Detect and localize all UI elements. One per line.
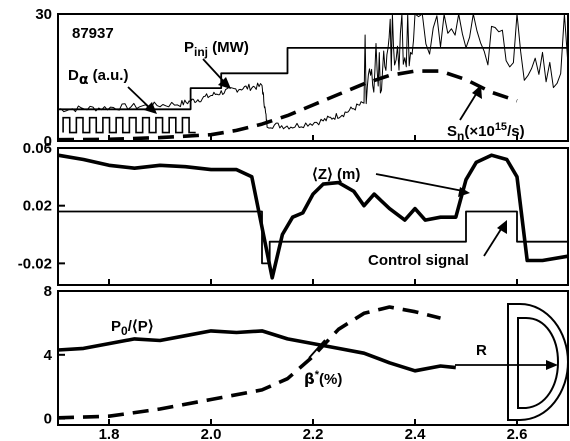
z-annotation: ⟨Z⟩ (m) <box>312 166 360 183</box>
bottom-series-- <box>57 305 441 420</box>
plasma-inner-boundary <box>517 317 560 409</box>
x-tick-label: 2.6 <box>507 426 528 441</box>
middle-series--z-m- <box>57 153 569 280</box>
r-arrow-head <box>546 360 558 370</box>
top-series-pinj-mw- <box>58 47 568 111</box>
bottom-panel <box>57 305 456 420</box>
bottom-series-p0-p- <box>57 329 456 373</box>
r-annotation: R <box>476 342 487 359</box>
control-arrow-head <box>497 220 507 234</box>
top-panel <box>57 13 569 142</box>
sn-arrow-head <box>472 85 482 99</box>
dalpha-annotation: Dα (a.u.) <box>68 67 128 88</box>
bottom-panel-frame <box>57 290 569 426</box>
z-arrow-head <box>458 187 470 197</box>
middle-panel <box>57 153 569 280</box>
dalpha-arrow-head <box>144 102 157 114</box>
top-series-control-waveform <box>62 116 196 134</box>
x-tick-label: 2.0 <box>201 426 222 441</box>
shot-number-label: 87937 <box>72 25 114 42</box>
x-tick-label: 2.4 <box>405 426 427 441</box>
beta-arrow-line <box>308 339 326 359</box>
beta-annotation: β*(%) <box>304 369 342 388</box>
middle-y-tick-label: 0.06 <box>23 140 52 157</box>
top-series-sn-1015-s- <box>57 69 518 142</box>
plasma-outer-boundary <box>507 303 570 421</box>
top-y-tick-label: 0 <box>44 133 52 150</box>
pinj-arrow-line <box>202 58 227 85</box>
top-y-tick-label: 30 <box>35 6 52 23</box>
pinj-annotation: Pinj (MW) <box>184 39 249 59</box>
pinj-arrow-head <box>218 77 231 89</box>
x-tick-label: 2.2 <box>303 426 324 441</box>
top-panel-frame <box>57 13 569 142</box>
z-arrow-line <box>375 173 464 192</box>
p-ratio-annotation: P0/⟨P⟩ <box>111 318 154 338</box>
bottom-y-tick-label: 8 <box>44 283 52 300</box>
top-series-d-a-u- <box>57 13 569 130</box>
control-signal-annotation: Control signal <box>368 252 469 269</box>
sn-annotation: Sn(×1015/s) <box>447 121 525 143</box>
control-arrow-line <box>483 225 504 257</box>
bottom-y-tick-label: 4 <box>44 347 53 364</box>
x-tick-label: 1.8 <box>99 426 120 441</box>
middle-series-control-signal <box>58 210 568 265</box>
sn-arrow-line <box>459 90 479 121</box>
middle-y-tick-label: 0.02 <box>23 198 52 215</box>
middle-y-tick-label: -0.02 <box>18 255 52 272</box>
bottom-y-tick-label: 0 <box>44 411 52 428</box>
